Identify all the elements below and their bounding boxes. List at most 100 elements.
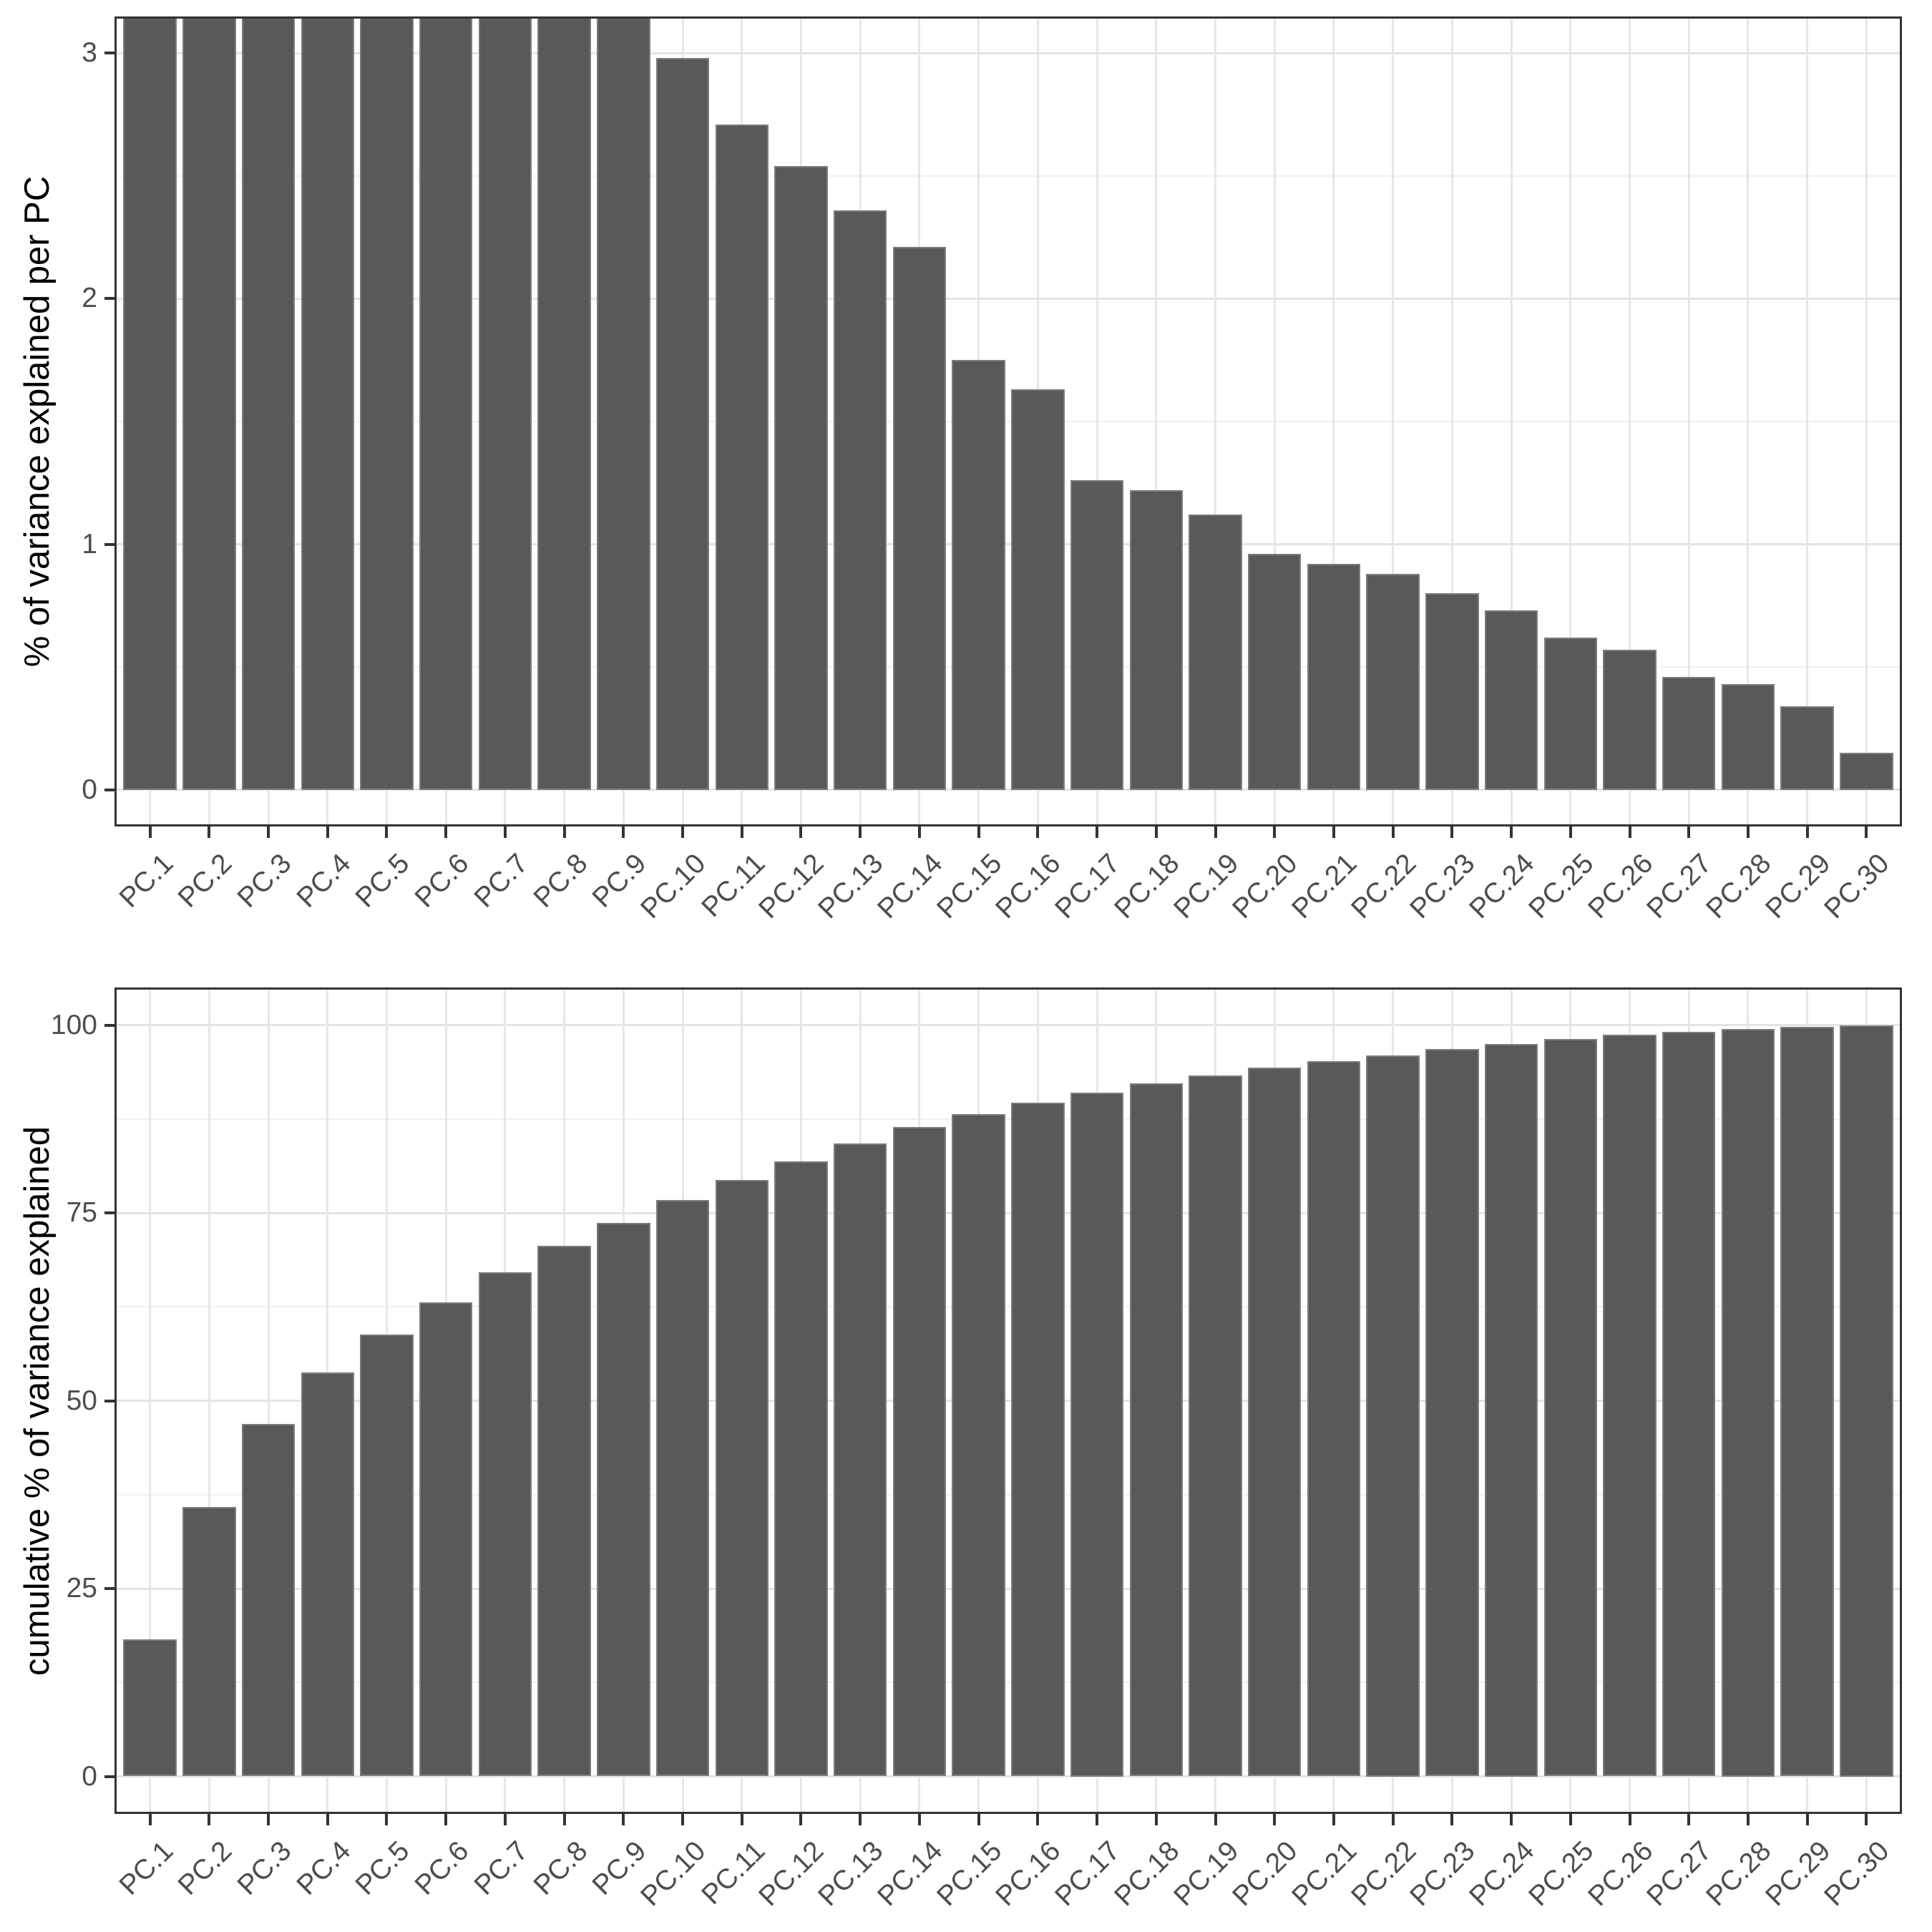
- gridline-vertical: [1096, 16, 1098, 826]
- y-axis-title: % of variance explained per PC: [18, 175, 57, 668]
- bar-PC.30: [1840, 1025, 1893, 1777]
- gridline-major: [114, 297, 1902, 300]
- gridline-minor: [114, 1682, 1902, 1684]
- bar-PC.1: [123, 1639, 177, 1777]
- plot-panel: [114, 16, 1902, 826]
- bar-PC.6: [419, 1302, 473, 1777]
- x-axis-tick: [917, 826, 921, 838]
- x-axis-tick: [681, 1814, 685, 1825]
- panel-border-frame: [114, 987, 1902, 1814]
- x-axis-tick: [1568, 826, 1572, 838]
- bar-PC.20: [1247, 1068, 1302, 1777]
- gridline-minor: [114, 1118, 1902, 1120]
- y-axis-tick: [104, 542, 114, 546]
- gridline-vertical: [1629, 16, 1631, 826]
- bar-PC.12: [774, 1161, 828, 1777]
- x-axis-tick: [1391, 826, 1395, 838]
- x-axis-tick: [148, 1814, 152, 1825]
- x-axis-tick: [1214, 826, 1217, 838]
- y-tick-label: 2: [82, 283, 97, 314]
- x-axis-tick: [1687, 826, 1691, 838]
- bar-PC.15: [952, 1114, 1005, 1777]
- gridline-vertical: [1865, 16, 1868, 826]
- bar-PC.16: [1011, 389, 1065, 790]
- x-axis-tick: [385, 1814, 389, 1825]
- x-axis-tick: [1036, 1814, 1040, 1825]
- bar-PC.21: [1307, 1060, 1361, 1777]
- x-axis-tick: [859, 826, 862, 838]
- x-axis-tick: [1510, 826, 1513, 838]
- x-axis-tick: [1746, 826, 1750, 838]
- bar-PC.17: [1070, 480, 1124, 790]
- gridline-vertical: [1510, 16, 1513, 826]
- bar-PC.29: [1780, 1026, 1834, 1777]
- x-axis-tick: [1154, 1814, 1158, 1825]
- y-tick-label: 25: [66, 1573, 97, 1604]
- gridline-minor: [114, 1306, 1902, 1308]
- bar-PC.18: [1129, 490, 1183, 790]
- gridline-major: [114, 1024, 1902, 1026]
- y-axis-tick: [104, 1211, 114, 1214]
- x-axis-tick: [740, 826, 743, 838]
- bar-PC.19: [1189, 514, 1242, 790]
- x-axis-tick: [444, 1814, 448, 1825]
- bar-PC.7: [478, 1272, 532, 1777]
- bar-PC.1: [123, 16, 177, 790]
- x-axis-tick: [444, 826, 448, 838]
- x-axis-tick: [1865, 826, 1868, 838]
- x-axis-tick: [1391, 1814, 1395, 1825]
- bar-PC.13: [833, 1143, 887, 1777]
- gridline-minor: [114, 175, 1902, 177]
- panel-border-frame: [114, 16, 1902, 826]
- gridline-major: [114, 1587, 1902, 1590]
- bar-PC.27: [1662, 1031, 1716, 1777]
- bar-PC.21: [1307, 563, 1361, 790]
- gridline-major: [114, 543, 1902, 545]
- bar-PC.12: [774, 166, 828, 790]
- x-axis-tick: [799, 1814, 803, 1825]
- gridline-vertical: [267, 987, 270, 1814]
- bar-PC.24: [1484, 610, 1538, 790]
- x-axis-tick: [503, 1814, 507, 1825]
- x-axis-tick: [977, 1814, 980, 1825]
- gridline-vertical: [149, 987, 152, 1814]
- y-axis-title: cumulative % of variance explained: [18, 1126, 57, 1676]
- bar-PC.7: [478, 16, 532, 790]
- x-axis-tick: [1628, 1814, 1631, 1825]
- x-axis-tick: [1687, 1814, 1691, 1825]
- bar-PC.3: [241, 16, 296, 790]
- x-axis-tick: [859, 1814, 862, 1825]
- y-axis-tick: [104, 52, 114, 55]
- gridline-minor: [114, 1493, 1902, 1496]
- bar-PC.15: [952, 360, 1005, 790]
- x-axis-tick: [1096, 826, 1099, 838]
- bar-PC.19: [1189, 1075, 1242, 1777]
- x-axis-tick: [1805, 1814, 1809, 1825]
- bar-PC.26: [1603, 650, 1657, 790]
- bar-PC.5: [360, 1335, 414, 1777]
- gridline-vertical: [1392, 16, 1395, 826]
- gridline-minor: [114, 421, 1902, 422]
- x-axis-tick: [681, 826, 685, 838]
- gridline-minor: [114, 666, 1902, 668]
- bar-PC.13: [833, 210, 887, 790]
- bar-PC.23: [1425, 1049, 1479, 1777]
- gridline-vertical: [1450, 16, 1453, 826]
- bar-PC.14: [892, 1127, 947, 1777]
- bar-PC.22: [1366, 573, 1420, 790]
- gridline-vertical: [1155, 16, 1158, 826]
- x-axis-tick: [799, 826, 803, 838]
- y-tick-label: 3: [82, 37, 97, 69]
- x-axis-tick: [562, 826, 566, 838]
- x-axis-tick: [208, 826, 211, 838]
- y-tick-label: 50: [66, 1385, 97, 1416]
- bar-PC.25: [1543, 1039, 1597, 1777]
- x-axis-tick: [1036, 826, 1040, 838]
- x-axis-tick: [1273, 826, 1277, 838]
- x-axis-tick: [977, 826, 980, 838]
- gridline-major: [114, 52, 1902, 54]
- x-axis-tick: [1805, 826, 1809, 838]
- x-axis-tick: [1332, 826, 1335, 838]
- bar-PC.30: [1840, 753, 1893, 790]
- y-tick-label: 75: [66, 1197, 97, 1228]
